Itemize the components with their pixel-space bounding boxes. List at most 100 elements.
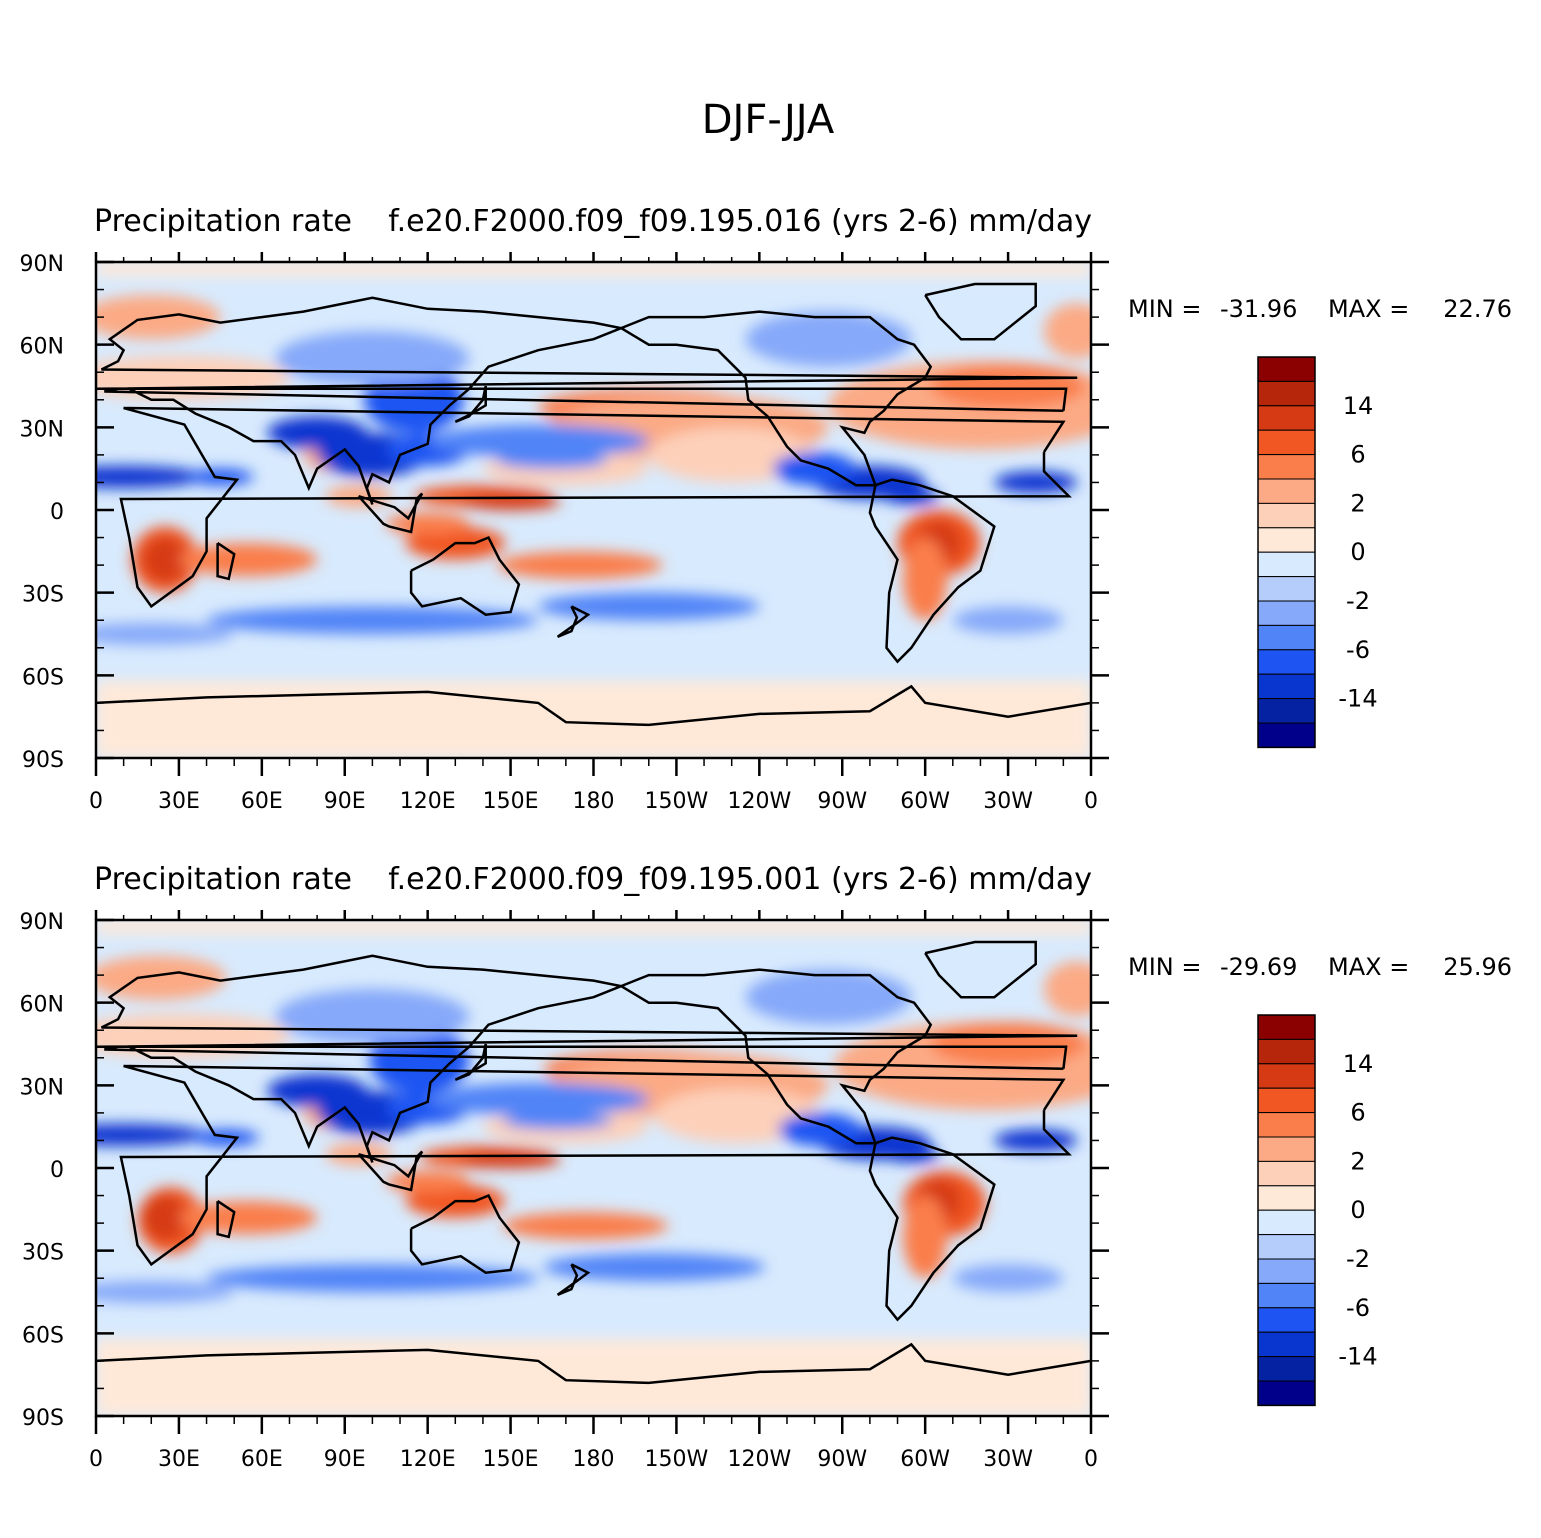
min-value: -29.69 bbox=[1220, 953, 1297, 981]
precip-anomaly-region bbox=[1044, 303, 1091, 359]
colorbar-label: -2 bbox=[1346, 587, 1370, 615]
colorbar-swatch bbox=[1257, 1307, 1316, 1333]
min-value: -31.96 bbox=[1220, 295, 1297, 323]
panel-title-right: f.e20.F2000.f09_f09.195.001 (yrs 2-6) mm… bbox=[388, 862, 1092, 897]
lon-tick-label: 180 bbox=[573, 789, 615, 814]
precip-anomaly-region bbox=[502, 1112, 613, 1130]
lon-tick-label: 60W bbox=[900, 789, 950, 814]
colorbar-swatch bbox=[1257, 600, 1316, 626]
coastline bbox=[868, 1136, 996, 1322]
precip-anomaly-region bbox=[96, 955, 226, 1000]
precip-anomaly-region bbox=[773, 452, 857, 486]
map-panel-bottom: Precipitation rate f.e20.F2000.f09_f09.1… bbox=[20, 862, 1512, 1472]
lat-tick-label: 90N bbox=[20, 252, 64, 277]
precip-anomaly-region bbox=[952, 606, 1064, 634]
coastline bbox=[119, 406, 1072, 609]
lon-tick-label: 150W bbox=[645, 789, 709, 814]
max-value: 25.96 bbox=[1443, 953, 1512, 981]
colorbar-swatch bbox=[1257, 551, 1316, 578]
colorbar-swatch bbox=[1257, 1234, 1316, 1260]
lon-tick-label: 60E bbox=[241, 789, 283, 814]
coastline bbox=[556, 1263, 591, 1296]
colorbar-swatch bbox=[1257, 649, 1316, 675]
coastline bbox=[454, 385, 487, 423]
colorbar-swatch bbox=[1257, 1112, 1316, 1138]
colorbar-swatch bbox=[1257, 478, 1316, 504]
colorbar-swatch bbox=[1257, 624, 1316, 651]
coastline bbox=[620, 968, 933, 1145]
colorbar-swatch bbox=[1257, 1258, 1316, 1284]
colorbar-swatch bbox=[1257, 1087, 1316, 1114]
precip-anomaly-region bbox=[496, 452, 608, 469]
precip-anomaly-region bbox=[538, 592, 760, 621]
lat-tick-label: 60N bbox=[20, 335, 64, 360]
min-label: MIN = bbox=[1128, 953, 1201, 981]
precip-anomaly-region bbox=[778, 1112, 862, 1146]
precip-anomaly-region bbox=[502, 1212, 669, 1240]
colorbar-swatch bbox=[1257, 1063, 1316, 1089]
colorbar-label: 2 bbox=[1350, 489, 1365, 517]
colorbar: 14 6 2 0 -2 -6 -14 bbox=[1257, 1014, 1378, 1407]
panel-title-left: Precipitation rate bbox=[94, 862, 352, 897]
lon-tick-label: 90W bbox=[817, 1447, 867, 1472]
lat-tick-label: 60S bbox=[22, 665, 64, 690]
precip-anomaly-region bbox=[178, 543, 318, 577]
lat-tick-label: 60S bbox=[22, 1323, 64, 1348]
panel-title-left: Precipitation rate bbox=[94, 204, 352, 239]
lon-tick-label: 120W bbox=[727, 789, 791, 814]
colorbar-label: 6 bbox=[1350, 1099, 1365, 1127]
colorbar-swatch bbox=[1257, 1038, 1316, 1065]
lon-tick-label: 0 bbox=[89, 789, 103, 814]
coastline bbox=[96, 684, 1091, 727]
lat-tick-label: 0 bbox=[50, 1158, 64, 1183]
colorbar-label: 2 bbox=[1350, 1147, 1365, 1175]
coastline bbox=[216, 1200, 236, 1239]
lon-tick-label: 30E bbox=[158, 1447, 200, 1472]
precip-anomaly-region bbox=[952, 1264, 1064, 1292]
min-label: MIN = bbox=[1128, 295, 1201, 323]
max-value: 22.76 bbox=[1443, 295, 1512, 323]
coastline bbox=[924, 282, 1037, 341]
colorbar-swatch bbox=[1257, 527, 1316, 553]
colorbar-swatch bbox=[1257, 1331, 1316, 1358]
lat-tick-label: 90S bbox=[22, 748, 64, 773]
colorbar-label: 14 bbox=[1343, 392, 1374, 420]
colorbar-label: 0 bbox=[1350, 1196, 1365, 1224]
colorbar: 14 6 2 0 -2 -6 -14 bbox=[1257, 356, 1378, 749]
colorbar-swatch bbox=[1257, 673, 1316, 700]
precip-anomaly-region bbox=[192, 1129, 260, 1146]
precip-anomaly-region bbox=[142, 1195, 188, 1240]
lon-tick-label: 120E bbox=[400, 789, 456, 814]
coastline bbox=[556, 605, 591, 638]
colorbar-label: 6 bbox=[1350, 441, 1365, 469]
coastline bbox=[409, 536, 521, 616]
max-label: MAX = bbox=[1328, 953, 1409, 981]
lon-tick-label: 150E bbox=[483, 789, 539, 814]
precip-anomaly-region bbox=[427, 1082, 649, 1116]
colorbar-label: -6 bbox=[1346, 1294, 1370, 1322]
precip-anomaly-region bbox=[96, 1123, 207, 1146]
lon-axis: 0 30E 60E 90E 120E 150E 180 150W 120W 90W 60W 30W 0 bbox=[89, 252, 1098, 814]
colorbar-label: 0 bbox=[1350, 538, 1365, 566]
coastline bbox=[357, 1150, 424, 1192]
coastline bbox=[409, 1194, 521, 1274]
colorbar-swatch bbox=[1257, 1380, 1316, 1406]
panel-title-right: f.e20.F2000.f09_f09.195.016 (yrs 2-6) mm… bbox=[388, 204, 1092, 239]
precip-anomaly-region bbox=[275, 988, 470, 1044]
precip-anomaly-region bbox=[96, 622, 235, 646]
lat-axis: 90N 60N 30N 0 30S 60S 90S bbox=[20, 252, 1109, 773]
precip-field bbox=[96, 262, 1091, 758]
coastlines bbox=[96, 940, 1091, 1385]
precip-anomaly-region bbox=[994, 1129, 1078, 1152]
lat-tick-label: 30S bbox=[22, 1241, 64, 1266]
coastlines bbox=[96, 282, 1091, 727]
precip-anomaly-region bbox=[178, 1201, 318, 1235]
precip-anomaly-region bbox=[930, 363, 1086, 409]
precip-anomaly-region bbox=[903, 1195, 948, 1279]
max-label: MAX = bbox=[1328, 295, 1409, 323]
precip-anomaly-region bbox=[745, 311, 912, 367]
coastline bbox=[119, 1064, 1072, 1267]
precip-anomaly-region bbox=[206, 1264, 539, 1292]
colorbar-swatch bbox=[1257, 698, 1316, 724]
